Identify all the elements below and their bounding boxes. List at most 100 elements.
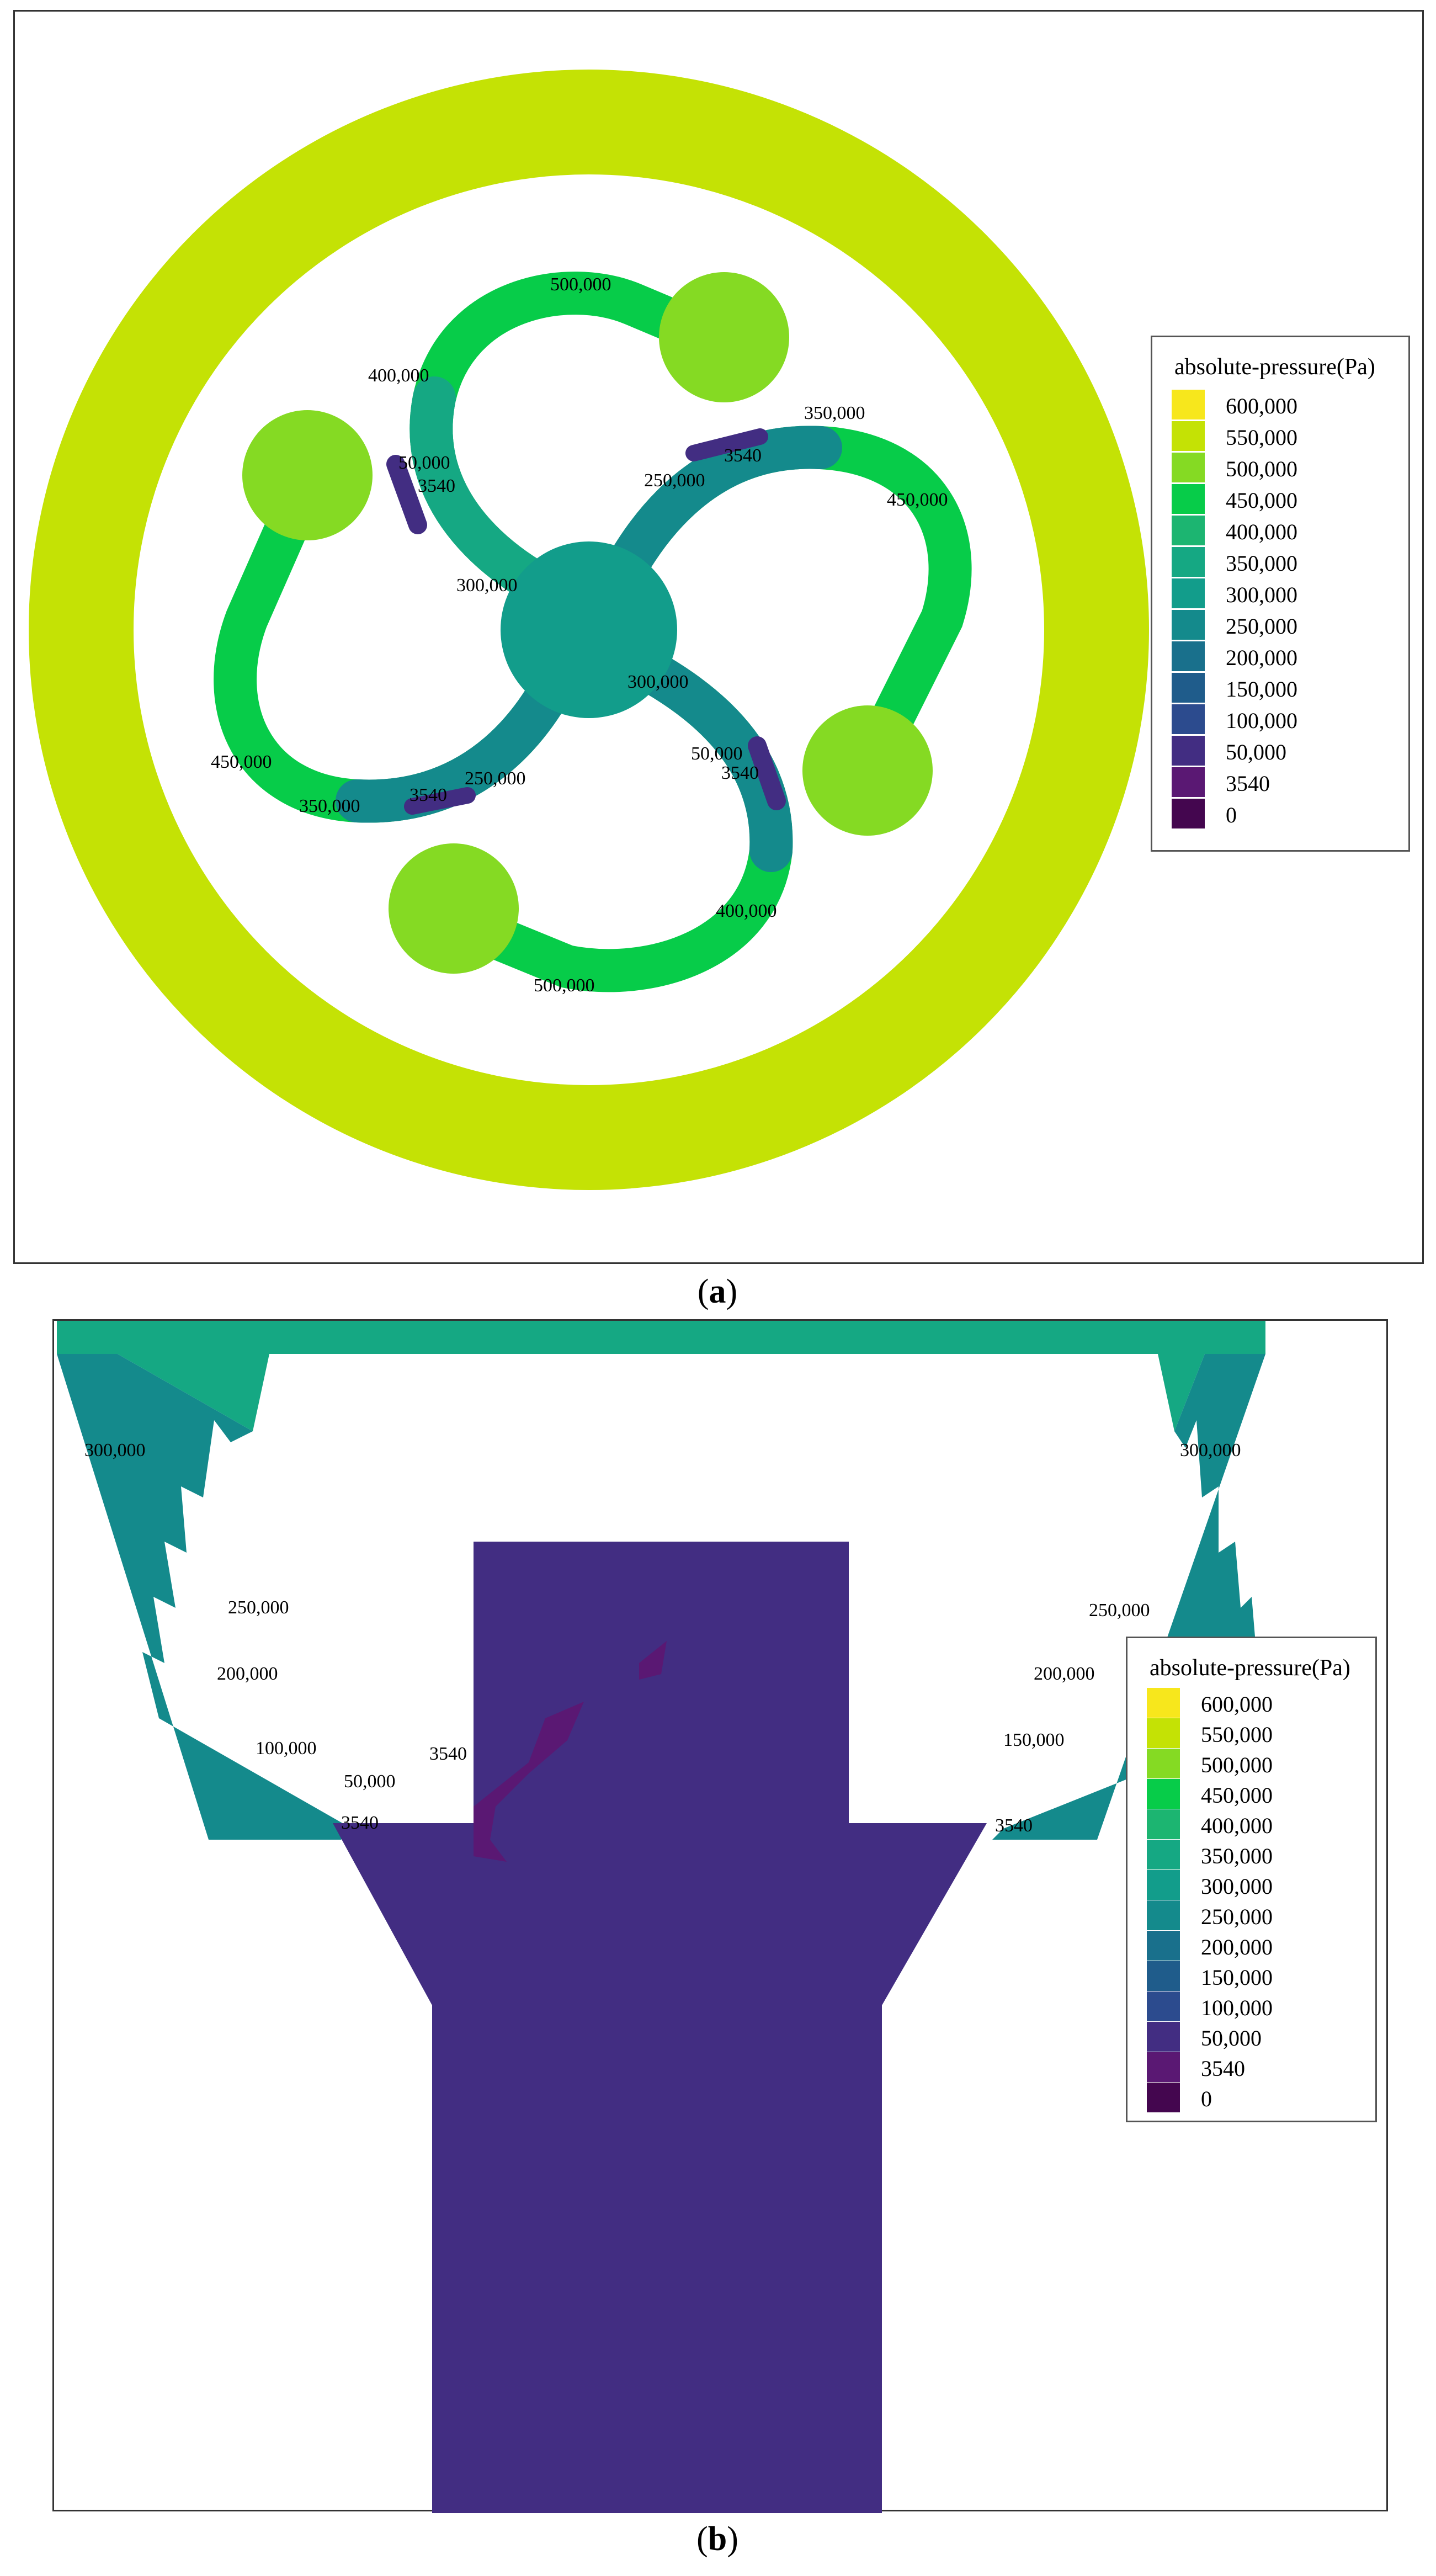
contour-labels-a: 500,000400,00050,0003540300,000350,00035… (211, 274, 948, 996)
low-pressure-zone-bottom (748, 736, 786, 810)
legend-label: 600,000 (1226, 394, 1297, 418)
inlet-bulb-left (242, 410, 373, 540)
legend-swatch (1172, 484, 1205, 514)
contour-label: 3540 (721, 763, 759, 783)
legend-swatch (1172, 767, 1205, 797)
purple-body (333, 1542, 987, 2513)
contour-label: 500,000 (534, 975, 595, 996)
legend-label: 250,000 (1226, 614, 1297, 639)
legend-swatch (1172, 641, 1205, 671)
legend-swatch (1172, 421, 1205, 451)
contour-label: 400,000 (716, 901, 777, 921)
low-pressure-zone-top (386, 455, 427, 534)
contour-label: 350,000 (299, 796, 360, 816)
contour-label: 3540 (409, 785, 447, 805)
contour-label: 3540 (429, 1744, 467, 1764)
legend-label: 3540 (1226, 771, 1270, 796)
legend-label: 500,000 (1226, 456, 1297, 481)
legend-swatch (1147, 1931, 1180, 1961)
contour-label: 200,000 (217, 1664, 278, 1684)
contour-label: 250,000 (228, 1597, 289, 1618)
low-pressure-zone-left (404, 787, 476, 815)
legend-label: 250,000 (1201, 1904, 1273, 1929)
contour-label: 250,000 (644, 470, 705, 491)
legend-label: 300,000 (1201, 1874, 1273, 1899)
left-sawtooth-wall (57, 1354, 352, 1840)
legend-label: 150,000 (1201, 1965, 1273, 1990)
legend-swatch (1172, 799, 1205, 828)
contour-label: 300,000 (84, 1440, 146, 1460)
caption-a: (a) (697, 1273, 738, 1310)
low-pressure-patch-2 (639, 1641, 667, 1680)
legend-swatch (1172, 578, 1205, 608)
legend-label: 200,000 (1226, 645, 1297, 670)
legend-swatch (1147, 1809, 1180, 1839)
legend-swatch (1172, 610, 1205, 640)
contour-label: 3540 (341, 1813, 379, 1833)
legend-swatch (1172, 704, 1205, 734)
inlet-bulb-top (659, 272, 789, 402)
contour-label: 50,000 (398, 453, 450, 473)
legend-label: 400,000 (1201, 1813, 1273, 1838)
legend-swatch (1147, 2083, 1180, 2112)
legend-label: 3540 (1201, 2056, 1245, 2081)
contour-label: 250,000 (465, 768, 526, 789)
legend-swatch (1147, 1991, 1180, 2021)
legend-b-title: absolute-pressure(Pa) (1150, 1655, 1350, 1681)
legend-swatch (1147, 1718, 1180, 1748)
legend-label: 450,000 (1226, 488, 1297, 513)
contour-labels-b: 300,000 300,000 250,000 250,000 200,000 200,0… (84, 1440, 1241, 1836)
contour-label: 300,000 (1180, 1440, 1241, 1460)
legend-swatch (1172, 453, 1205, 482)
inlet-bulb-bottom (389, 843, 519, 974)
legend-swatch (1172, 390, 1205, 419)
legend-label: 300,000 (1226, 582, 1297, 607)
contour-label: 200,000 (1034, 1664, 1095, 1684)
legend-swatch (1172, 736, 1205, 766)
caption-b: (b) (696, 2520, 738, 2558)
legend-swatch (1147, 1900, 1180, 1930)
contour-label: 500,000 (550, 274, 611, 295)
contour-label: 50,000 (691, 743, 743, 764)
legend-swatch (1147, 1749, 1180, 1778)
legend-a-title: absolute-pressure(Pa) (1174, 354, 1375, 380)
legend-swatch (1147, 1779, 1180, 1809)
contour-label: 100,000 (256, 1738, 317, 1759)
contour-label: 250,000 (1089, 1600, 1150, 1621)
legend-swatch (1147, 1961, 1180, 1991)
legend-label: 50,000 (1201, 2026, 1262, 2051)
top-manifold (57, 1321, 1265, 1431)
legend-swatch (1172, 516, 1205, 545)
legend-label: 550,000 (1226, 425, 1297, 450)
contour-label: 350,000 (804, 403, 865, 423)
legend-label: 400,000 (1226, 519, 1297, 544)
legend-label: 100,000 (1226, 708, 1297, 733)
legend-label: 550,000 (1201, 1722, 1273, 1747)
legend-swatch (1147, 2022, 1180, 2052)
legend-swatch (1172, 547, 1205, 577)
legend-label: 100,000 (1201, 1995, 1273, 2020)
legend-label: 0 (1226, 803, 1237, 827)
contour-label: 3540 (724, 445, 762, 466)
central-hub (501, 541, 677, 718)
legend-label: 600,000 (1201, 1692, 1273, 1717)
legend-label: 450,000 (1201, 1783, 1273, 1808)
legend-a: absolute-pressure(Pa) 600,000 550,000 500,… (1151, 336, 1410, 852)
inlet-bulb-right (802, 705, 933, 836)
low-pressure-zone-right (685, 428, 768, 461)
legend-label: 50,000 (1226, 740, 1286, 764)
legend-swatch (1147, 1688, 1180, 1718)
low-pressure-patch-1 (474, 1702, 584, 1862)
legend-swatch (1147, 2052, 1180, 2082)
legend-label: 0 (1201, 2086, 1212, 2111)
legend-b: absolute-pressure(Pa) 600,000 550,000 500,… (1126, 1637, 1377, 2122)
contour-label: 3540 (418, 476, 455, 496)
legend-label: 500,000 (1201, 1752, 1273, 1777)
legend-swatch (1172, 673, 1205, 703)
contour-label: 300,000 (627, 672, 689, 692)
contour-label: 150,000 (1003, 1730, 1065, 1750)
legend-label: 350,000 (1226, 551, 1297, 576)
contour-label: 450,000 (211, 752, 272, 772)
contour-label: 400,000 (368, 365, 429, 386)
pressure-contour-plot-a: 500,000400,00050,0003540300,000350,00035… (29, 70, 1149, 1190)
